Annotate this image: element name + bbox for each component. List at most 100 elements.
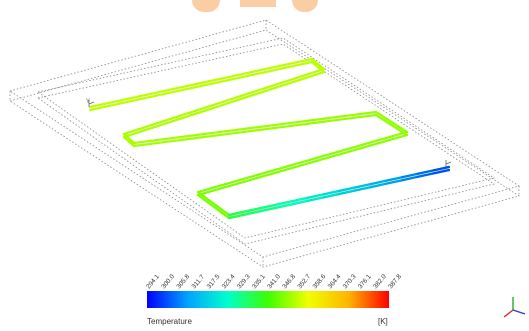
serpentine-leg-2 xyxy=(308,67,326,75)
serpentine-leg-6 xyxy=(337,186,356,193)
serpentine-leg-1 xyxy=(295,57,314,64)
serpentine-leg-3 xyxy=(236,129,257,134)
serpentine-leg-1 xyxy=(199,78,218,85)
serpentine-leg-4 xyxy=(346,146,364,154)
serpentine-leg-2 xyxy=(165,114,183,122)
serpentine-leg-3 xyxy=(202,130,222,136)
serpentine-leg-2 xyxy=(265,84,283,92)
serpentine-leg-6 xyxy=(400,172,419,179)
serpentine-leg-3 xyxy=(219,128,239,134)
serpentine-leg-6 xyxy=(385,179,403,185)
serpentine-leg-4 xyxy=(241,176,259,184)
serpentine-leg-3 xyxy=(305,120,326,125)
serpentine-leg-2 xyxy=(165,117,183,125)
serpentine-leg-2 xyxy=(122,128,140,136)
serpentine-leg-1 xyxy=(279,64,298,70)
serpentine-leg-1 xyxy=(104,99,123,105)
serpentine-leg-6 xyxy=(369,179,388,186)
serpentine-leg-1 xyxy=(120,95,139,102)
serpentine-leg-2 xyxy=(194,105,211,112)
serpentine-leg-3 xyxy=(202,133,222,139)
serpentine-leg-2 xyxy=(294,72,311,80)
serpentine-leg-2 xyxy=(180,112,197,120)
serpentine-leg-2 xyxy=(237,91,254,98)
serpentine-leg-4 xyxy=(331,148,349,155)
colorbar-tick-label: 300.0 xyxy=(160,273,176,290)
serpentine-leg-4 xyxy=(256,172,274,179)
serpentine-leg-6 xyxy=(275,200,293,206)
serpentine-leg-1 xyxy=(136,95,155,101)
inlet-probe-label: Y xyxy=(86,99,90,105)
serpentine-leg-4 xyxy=(301,156,319,164)
serpentine-leg-6 xyxy=(416,169,435,175)
serpentine-leg-1 xyxy=(231,74,250,81)
serpentine-leg-1 xyxy=(295,60,314,67)
serpentine-leg-3 xyxy=(323,118,343,123)
colorbar xyxy=(147,291,389,308)
colorbar-tick-label: 294.1 xyxy=(145,273,161,290)
serpentine-leg-6 xyxy=(416,172,435,178)
serpentine-leg-2 xyxy=(194,108,211,115)
serpentine-leg-3 xyxy=(219,131,239,137)
serpentine-leg-1 xyxy=(247,68,266,74)
serpentine-leg-4 xyxy=(286,160,304,168)
serpentine-leg-4 xyxy=(271,168,289,175)
colorbar-tick-label: 352.7 xyxy=(296,273,312,290)
serpentine-leg-4 xyxy=(256,169,274,176)
serpentine-leg-6 xyxy=(353,186,372,192)
serpentine-leg-2 xyxy=(294,75,311,83)
serpentine-leg-3 xyxy=(132,142,153,148)
serpentine-leg-6 xyxy=(227,210,246,217)
serpentine-leg-3 xyxy=(288,122,308,128)
serpentine-leg-3 xyxy=(167,135,187,140)
serpentine-leg-3 xyxy=(357,110,378,116)
serpentine-leg-6 xyxy=(306,193,325,199)
serpentine-leg-2 xyxy=(208,100,226,108)
serpentine-leg-6 xyxy=(322,192,341,199)
serpentine-leg-1 xyxy=(263,67,282,74)
serpentine-leg-4 xyxy=(196,186,215,194)
serpentine-leg-4 xyxy=(241,173,259,181)
serpentine-leg-4 xyxy=(346,143,364,151)
serpentine-leg-6 xyxy=(290,199,309,206)
serpentine-leg-3 xyxy=(340,113,360,118)
serpentine-leg-6 xyxy=(306,196,325,202)
serpentine-leg-6 xyxy=(275,203,293,209)
serpentine-leg-1 xyxy=(88,102,107,109)
colorbar-tick-label: 358.6 xyxy=(312,273,328,290)
serpentine-leg-2 xyxy=(237,94,254,101)
serpentine-leg-6 xyxy=(432,168,451,175)
serpentine-leg-4 xyxy=(226,181,244,188)
serpentine-leg-6 xyxy=(385,176,403,182)
colorbar-tick-label: 346.8 xyxy=(281,273,297,290)
serpentine-leg-4 xyxy=(361,139,379,146)
serpentine-leg-6 xyxy=(259,203,278,210)
serpentine-leg-6 xyxy=(243,210,262,216)
serpentine-leg-3 xyxy=(150,140,170,145)
serpentine-leg-6 xyxy=(337,189,356,196)
serpentine-leg-4 xyxy=(390,133,409,141)
serpentine-leg-3 xyxy=(271,124,291,130)
serpentine-leg-3 xyxy=(236,126,257,131)
serpentine-leg-3 xyxy=(132,139,153,145)
serpentine-leg-4 xyxy=(226,178,244,185)
serpentine-leg-4 xyxy=(316,155,334,162)
serpentine-leg-3 xyxy=(184,136,205,141)
plate-bounding-box xyxy=(37,37,495,245)
serpentine-leg-2 xyxy=(251,86,268,94)
serpentine-leg-4 xyxy=(211,182,229,189)
serpentine-leg-4 xyxy=(390,130,409,138)
serpentine-leg-6 xyxy=(290,196,309,203)
serpentine-leg-1 xyxy=(184,84,203,91)
serpentine-leg-2 xyxy=(280,80,297,88)
serpentine-leg-1 xyxy=(263,64,282,71)
serpentine-leg-3 xyxy=(323,115,343,120)
serpentine-leg-1 xyxy=(136,92,155,98)
serpentine-leg-1 xyxy=(279,61,298,67)
serpentine-leg-4 xyxy=(211,185,229,192)
serpentine-leg-2 xyxy=(208,103,226,111)
colorbar-tick-label: 317.5 xyxy=(206,273,222,290)
colorbar-tick-label: 387.8 xyxy=(387,273,403,290)
serpentine-leg-3 xyxy=(253,124,274,129)
colorbar-tick-label: 382.0 xyxy=(372,273,388,290)
